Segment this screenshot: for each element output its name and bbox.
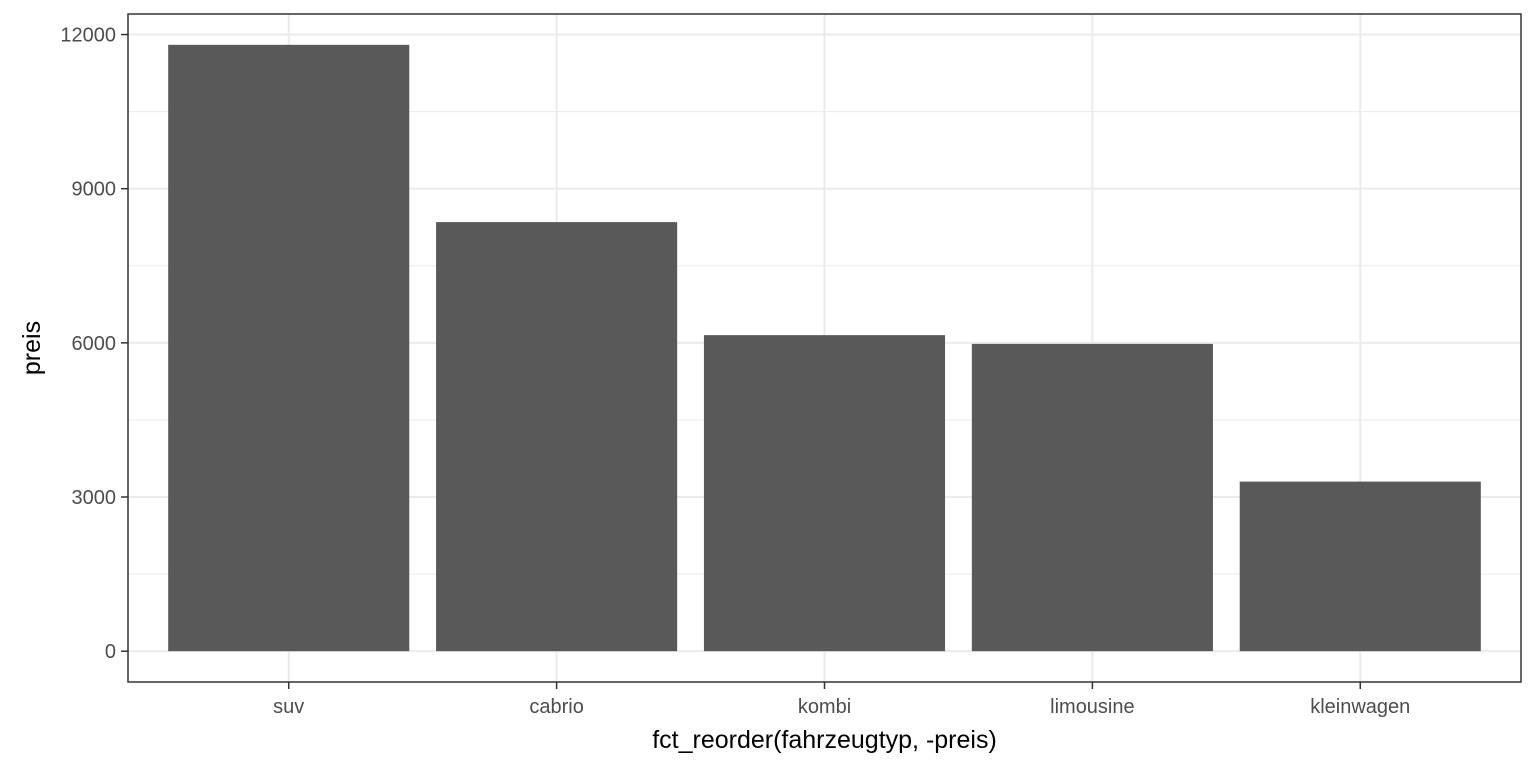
axis-ticks: 0 3000 6000 9000 12000 suv cabrio kombi limousin… xyxy=(60,25,1410,718)
y-tick-label: 9000 xyxy=(72,179,117,201)
y-tick-label: 6000 xyxy=(72,333,117,355)
bar-cabrio xyxy=(436,222,678,652)
y-axis-title: preis xyxy=(18,321,46,375)
x-tick-label: kleinwagen xyxy=(1310,696,1410,718)
y-tick-label: 12000 xyxy=(60,25,116,47)
bars xyxy=(168,44,1481,652)
y-tick-label: 0 xyxy=(105,641,116,663)
bar-suv xyxy=(168,44,410,652)
y-tick-label: 3000 xyxy=(72,487,117,509)
x-tick-label: kombi xyxy=(798,696,851,718)
x-tick-label: cabrio xyxy=(529,696,583,718)
bar-kleinwagen xyxy=(1239,481,1481,652)
x-axis-title: fct_reorder(fahrzeugtyp, -preis) xyxy=(652,726,997,754)
bar-kombi xyxy=(703,335,946,652)
x-tick-label: suv xyxy=(273,696,304,718)
x-tick-label: limousine xyxy=(1050,696,1134,718)
bar-limousine xyxy=(971,343,1213,652)
